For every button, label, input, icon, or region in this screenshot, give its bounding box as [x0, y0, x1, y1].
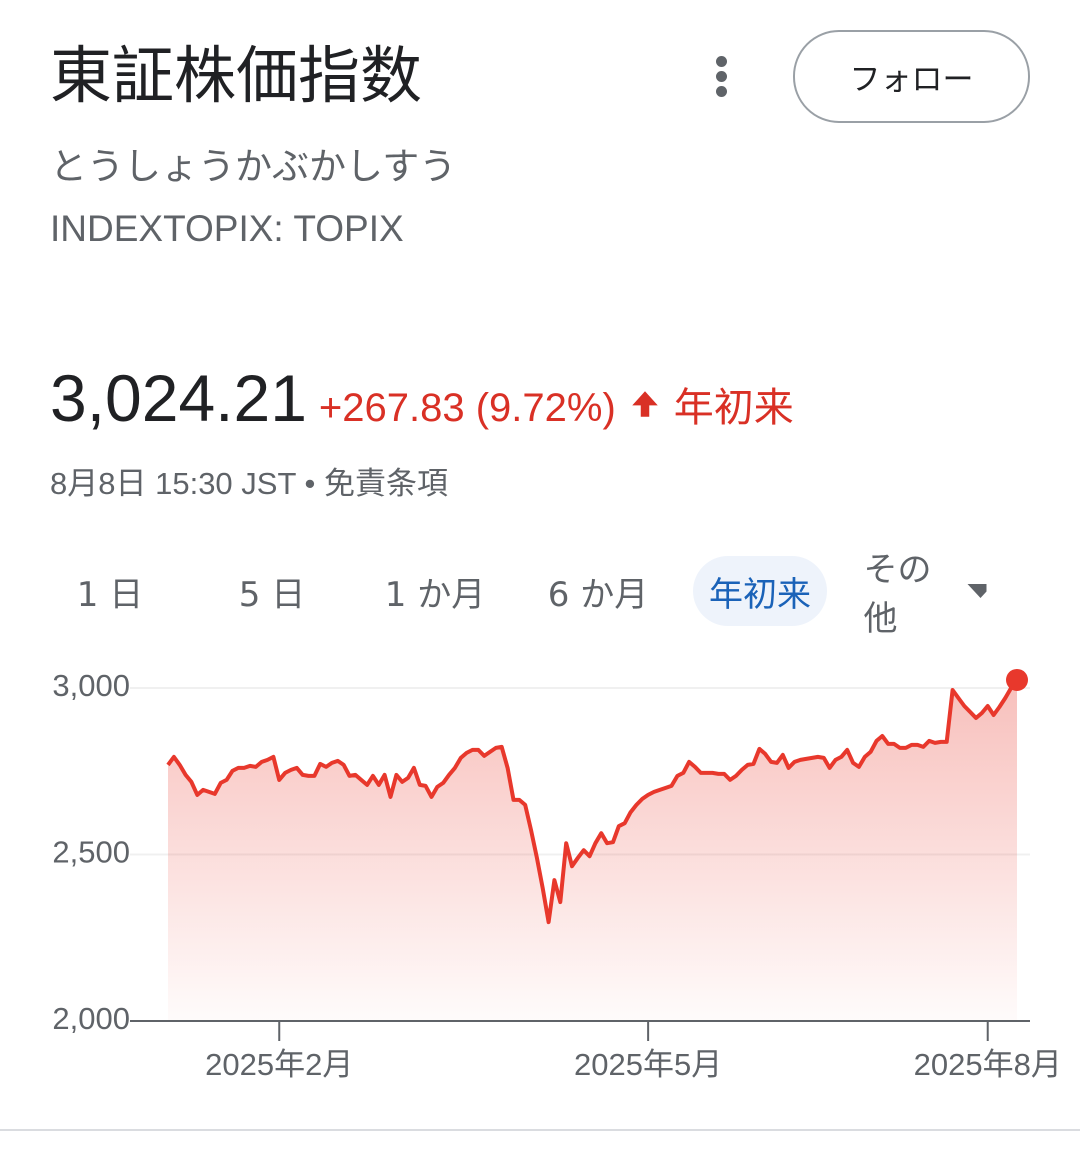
tab-label: 1 日 [76, 574, 144, 615]
dropdown-icon [967, 584, 987, 598]
more-menu[interactable] [716, 56, 728, 101]
divider [0, 1129, 1080, 1131]
range-tab[interactable]: 1 日 [61, 556, 159, 626]
title: 東証株価指数 [50, 39, 423, 112]
range-tab[interactable]: 5 日 [223, 556, 321, 626]
x-tick-label: 2025年2月 [205, 1047, 353, 1082]
y-tick-label: 3,000 [52, 668, 130, 703]
tab-label: 6 か月 [547, 574, 649, 615]
follow-button[interactable]: フォロー [793, 30, 1030, 123]
quote-row: 3,024.21 +267.83 (9.72%) 年初来 [50, 360, 794, 436]
disclaimer[interactable]: 免責条項 [323, 466, 448, 501]
range-tab[interactable]: その他 [848, 550, 1003, 639]
range-tab[interactable]: 年初来 [693, 556, 827, 626]
reading: とうしょうかぶかしすう [50, 145, 457, 188]
x-tick-label: 2025年8月 [914, 1047, 1062, 1082]
tab-label: 1 か月 [384, 574, 486, 615]
range-tab[interactable]: 6 か月 [532, 556, 664, 626]
tab-label: その他 [863, 550, 932, 639]
ticker: INDEXTOPIX: TOPIX [50, 208, 404, 249]
up-arrow [632, 391, 658, 417]
y-tick-label: 2,000 [52, 1001, 130, 1036]
timestamp-row: 8月8日 15:30 JST • 免責条項 [50, 458, 448, 503]
chart: 2,000 2,500 3,000 2025年2月 2025年5月 2025年8月 [52, 668, 1062, 1082]
separator: • [304, 466, 316, 501]
change: +267.83 (9.72%) [318, 386, 616, 430]
range-tab[interactable]: 1 か月 [369, 556, 501, 626]
timestamp: 8月8日 15:30 JST [50, 466, 296, 501]
price-line [166, 678, 1019, 925]
price: 3,024.21 [50, 361, 307, 435]
tab-label: 年初来 [709, 574, 811, 615]
tab-label: 5 日 [238, 574, 306, 615]
last-point [1006, 668, 1028, 691]
period: 年初来 [673, 386, 794, 430]
y-tick-label: 2,500 [52, 835, 130, 870]
x-tick-label: 2025年5月 [574, 1047, 722, 1082]
